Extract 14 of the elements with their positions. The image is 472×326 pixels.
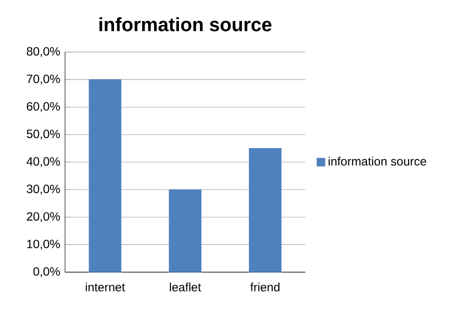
y-tick-label: 40,0% — [26, 157, 60, 168]
legend-label: information source — [328, 156, 426, 166]
y-tick-label: 50,0% — [26, 130, 60, 140]
x-tick-label: leaflet — [170, 282, 202, 292]
chart-title: information source — [99, 17, 272, 32]
x-tick-label: friend — [250, 282, 280, 292]
y-tick-label: 70,0% — [26, 74, 60, 85]
x-tick-label: internet — [86, 282, 125, 292]
y-tick-label: 10,0% — [27, 240, 60, 250]
y-tick-label: 80,0% — [26, 47, 60, 58]
y-tick-label: 20,0% — [26, 212, 60, 222]
y-tick-label: 0,0% — [33, 267, 60, 278]
y-tick-label: 30,0% — [26, 184, 60, 195]
y-tick-label: 60,0% — [26, 102, 60, 112]
